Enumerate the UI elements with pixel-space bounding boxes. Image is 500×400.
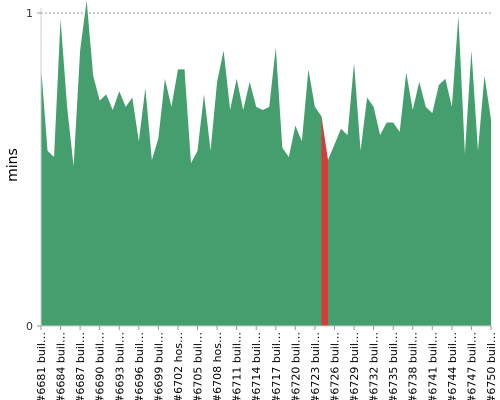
x-tick-label: #6714 buil…: [250, 332, 263, 400]
x-tick-label: #6747 buil…: [465, 332, 478, 400]
x-tick-label: #6702 hos…: [172, 332, 185, 400]
x-tick-label: #6705 buil…: [192, 332, 205, 400]
x-tick-label: #6723 buil…: [309, 332, 322, 400]
highlight-area: [321, 116, 328, 326]
x-tick-label: #6726 buil…: [329, 332, 342, 400]
y-axis-title: mins: [5, 148, 21, 182]
x-tick-label: #6711 buil…: [231, 332, 244, 400]
x-axis: #6681 buil… #6684 buil… #6687 buil… #6690 b…: [35, 325, 498, 400]
x-tick-label: #6687 buil…: [74, 332, 87, 400]
y-tick-label: 1: [26, 7, 33, 20]
x-tick-label: #6717 buil…: [270, 332, 283, 400]
x-tick-label: #6720 buil…: [289, 332, 302, 400]
x-tick-label: #6744 buil…: [446, 332, 459, 400]
x-tick-label: #6690 buil…: [94, 332, 107, 400]
x-tick-label: #6684 buil…: [55, 332, 68, 400]
x-tick-label: #6750 buil…: [485, 332, 498, 400]
x-tick-label: #6729 buil…: [348, 332, 361, 400]
x-tick-label: #6699 buil…: [152, 332, 165, 400]
x-tick-label: #6732 buil…: [368, 332, 381, 400]
plot-area: [41, 0, 491, 326]
x-tick-label: #6696 buil…: [133, 332, 146, 400]
series-area: [41, 0, 491, 326]
y-axis: 01: [26, 7, 42, 333]
x-tick-label: #6735 buil…: [387, 332, 400, 400]
y-tick-label: 0: [26, 320, 33, 333]
x-tick-label: #6681 buil…: [35, 332, 48, 400]
x-tick-label: #6708 hos…: [211, 332, 224, 400]
x-tick-label: #6741 buil…: [426, 332, 439, 400]
x-tick-label: #6738 buil…: [407, 332, 420, 400]
x-tick-label: #6693 buil…: [113, 332, 126, 400]
